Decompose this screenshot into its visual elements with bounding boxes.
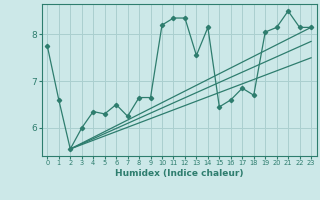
X-axis label: Humidex (Indice chaleur): Humidex (Indice chaleur) [115, 169, 244, 178]
